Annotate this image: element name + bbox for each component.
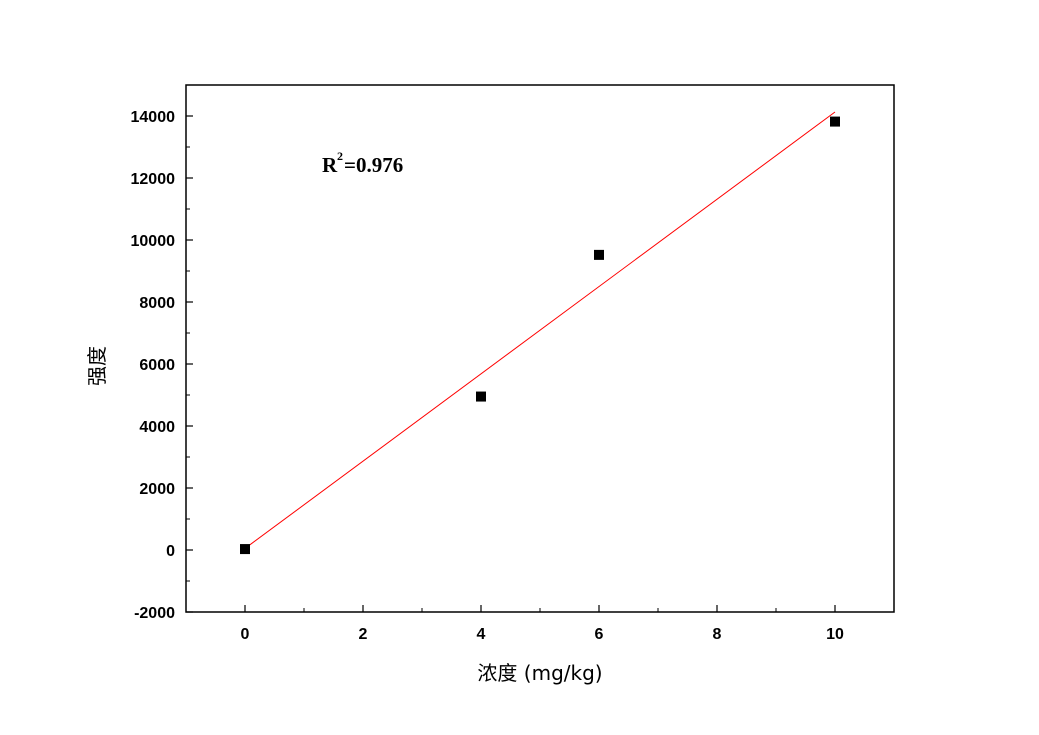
x-tick-label: 10 xyxy=(826,626,844,643)
y-tick-label: 0 xyxy=(166,543,175,560)
data-point xyxy=(476,391,486,402)
y-tick-label: 6000 xyxy=(139,357,175,374)
data-point xyxy=(240,544,250,555)
plot-frame xyxy=(185,84,895,613)
y-tick-label: 10000 xyxy=(131,233,176,250)
x-tick-label: 0 xyxy=(241,626,250,643)
x-tick-label: 6 xyxy=(595,626,604,643)
annotation-superscript: 2 xyxy=(337,149,343,163)
y-tick-label: -2000 xyxy=(134,605,175,622)
y-tick-label: 14000 xyxy=(131,109,176,126)
y-tick-label: 8000 xyxy=(139,295,175,312)
y-tick-label: 2000 xyxy=(139,481,175,498)
fit-line xyxy=(244,111,836,549)
data-point xyxy=(594,249,604,260)
annotation-value: =0.976 xyxy=(344,153,403,177)
x-axis: 0 2 4 6 8 10 xyxy=(241,605,844,643)
data-point xyxy=(830,116,840,127)
x-axis-title: 浓度 (mg/kg) xyxy=(477,661,602,685)
annotation-r-squared: R xyxy=(322,153,338,177)
x-tick-label: 4 xyxy=(477,626,486,643)
y-tick-label: 12000 xyxy=(131,171,176,188)
y-axis-title: 强度 xyxy=(85,346,109,386)
y-axis: -2000 0 2000 4000 6000 8000 10000 12000 14000 xyxy=(131,109,193,622)
x-tick-label: 2 xyxy=(359,626,368,643)
fit-line-group xyxy=(244,111,836,549)
y-tick-label: 4000 xyxy=(139,419,175,436)
data-points xyxy=(240,116,840,555)
x-tick-label: 8 xyxy=(713,626,722,643)
